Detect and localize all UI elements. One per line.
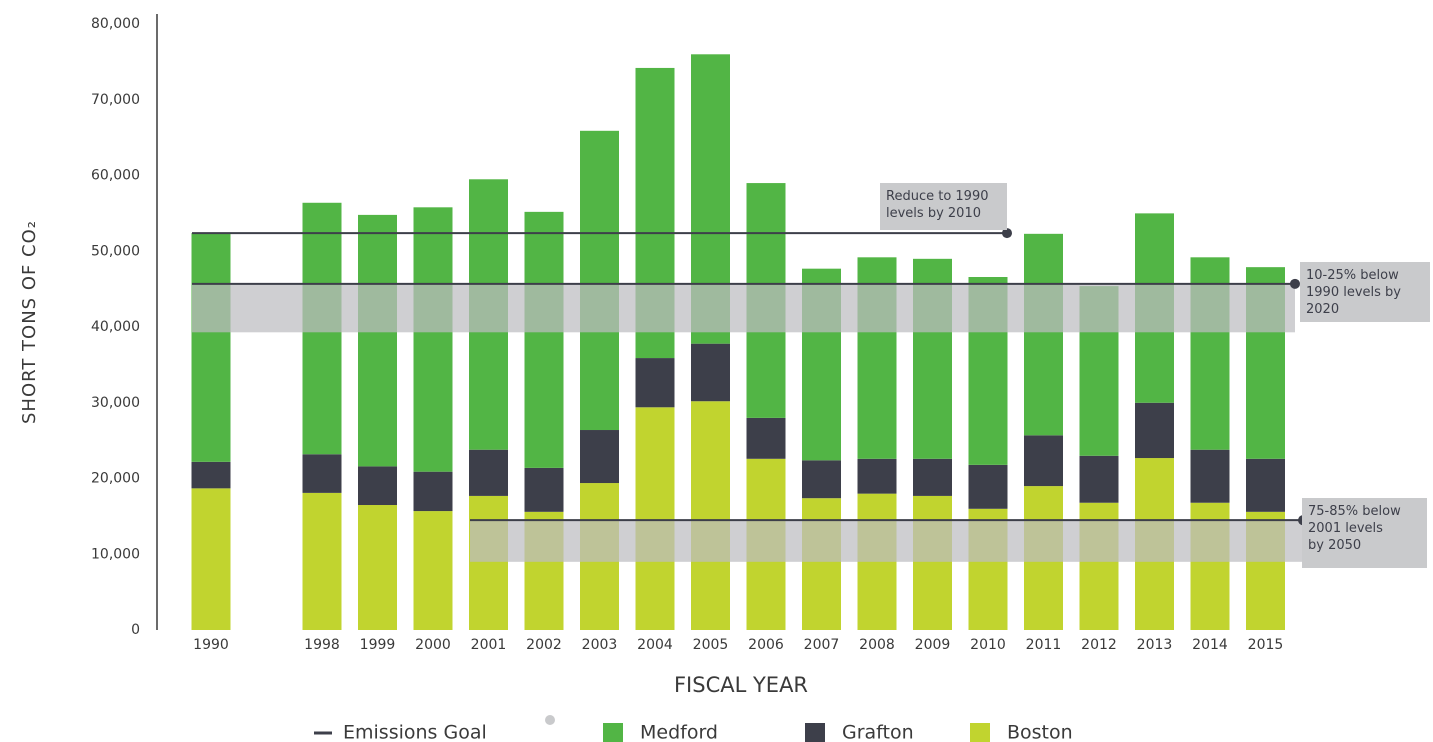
bar-segment [580,130,619,431]
x-tick-label: 2009 [915,637,951,653]
y-axis-label: SHORT TONS OF CO₂ [19,220,40,424]
x-tick-label: 2005 [693,637,729,653]
bar-segment [302,492,342,630]
legend-swatch [970,723,990,742]
legend-label: Boston [1007,722,1073,742]
x-tick-label: 1999 [360,637,396,653]
bar-segment [913,495,952,630]
x-tick-label: 2006 [748,637,784,653]
y-tick-label: 40,000 [91,319,140,335]
x-tick-label: 2000 [415,637,451,653]
bar-segment [358,214,397,467]
goal-label: 75-85% below [1308,504,1401,519]
bar-segment [802,460,841,499]
x-tick-label: 1998 [304,637,340,653]
x-tick-label: 2012 [1081,637,1117,653]
y-tick-label: 0 [131,622,140,638]
bar-segment [1079,455,1119,503]
goal-band [470,520,1303,562]
goal-dot [1290,278,1300,289]
legend-swatch [603,723,623,742]
goal-label: 1990 levels by [1306,285,1401,300]
x-tick-label: 2004 [637,637,673,653]
bar-segment [358,505,397,630]
bar-segment [413,207,453,472]
bar-segment [635,407,675,630]
x-tick-label: 1990 [193,637,229,653]
x-tick-label: 2001 [471,637,507,653]
x-tick-label: 2011 [1026,637,1062,653]
x-tick-label: 2013 [1137,637,1173,653]
bar-segment [913,458,952,496]
x-axis-label: FISCAL YEAR [674,673,808,697]
bar-segment [691,343,730,402]
x-tick-label: 2007 [804,637,840,653]
bar-segment [968,464,1008,509]
bar-segment [857,458,897,494]
goal-label: levels by 2010 [886,206,981,221]
bar-segment [1190,449,1230,503]
goal-label-box [1302,498,1427,568]
bar-segment [691,401,730,630]
bar-segment [524,211,564,468]
y-tick-label: 50,000 [91,243,140,259]
x-tick-label: 2010 [970,637,1006,653]
y-tick-label: 20,000 [91,471,140,487]
bar-segment [191,233,231,462]
goal-label: 2020 [1306,302,1339,317]
y-tick-label: 80,000 [91,16,140,32]
y-tick-label: 70,000 [91,92,140,108]
goal-label: 2001 levels [1308,521,1383,536]
legend-label: Emissions Goal [343,722,487,742]
bar-segment [1135,402,1174,459]
bar-segment [413,511,453,630]
goal-label: 10-25% below [1306,268,1399,283]
goal-label-box [1300,262,1430,322]
bar-segment [1024,435,1063,487]
bar-segment [191,488,231,630]
bar-segment [191,461,231,489]
y-tick-label: 10,000 [91,546,140,562]
bar-segment [469,449,508,496]
bar-segment [524,467,564,512]
goal-label: by 2050 [1308,538,1361,553]
bar-segment [746,417,786,459]
y-tick-label: 30,000 [91,395,140,411]
bar-segment [302,454,342,493]
x-tick-label: 2002 [526,637,562,653]
goal-label: Reduce to 1990 [886,189,988,204]
goal-band [192,283,1295,333]
bar-segment [802,498,841,630]
bar-segment [358,466,397,506]
x-tick-label: 2008 [859,637,895,653]
legend-label: Grafton [842,722,914,742]
legend-swatch [805,723,825,742]
legend-goal-dot [545,715,555,725]
bar-segment [580,430,619,484]
goal-label-box [880,183,1007,230]
bar-segment [1246,458,1285,512]
bar-segment [469,495,508,630]
bar-segment [857,493,897,630]
x-tick-label: 2014 [1192,637,1228,653]
legend-label: Medford [640,722,718,742]
x-tick-label: 2003 [582,637,618,653]
goal-dot [1002,228,1012,239]
y-tick-label: 60,000 [91,168,140,184]
bar-segment [635,358,675,408]
x-tick-label: 2015 [1248,637,1284,653]
bar-segment [1024,233,1063,436]
bar-segment [413,471,453,512]
